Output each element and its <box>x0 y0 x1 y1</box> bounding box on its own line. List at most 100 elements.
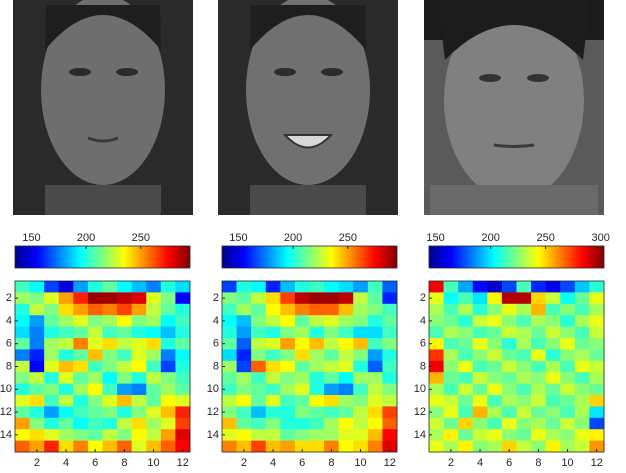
heatmap-cell <box>560 281 575 293</box>
heatmap-cell <box>546 372 561 384</box>
heatmap-cell <box>502 292 517 304</box>
heatmap-cell <box>502 349 517 361</box>
y-tick-label: 4 <box>6 315 12 327</box>
heatmap-cell <box>473 338 488 350</box>
heatmap-cell <box>575 349 590 361</box>
heatmap-cell <box>560 406 575 418</box>
heatmap-cell <box>560 304 575 316</box>
y-tick-label: 4 <box>420 315 426 327</box>
heatmap-cell <box>280 384 295 396</box>
heatmap-cell <box>161 441 176 453</box>
heatmap-cell <box>310 406 325 418</box>
heatmap-cell <box>560 315 575 327</box>
heatmap-cell <box>310 384 325 396</box>
heatmap-cell <box>132 384 147 396</box>
colorbar-tick-label: 150 <box>229 232 247 244</box>
heatmap-cell <box>324 406 339 418</box>
x-tick-label: 6 <box>299 457 305 469</box>
heatmap-cell <box>59 395 74 407</box>
heatmap-cell <box>251 441 266 453</box>
heatmap-cell <box>266 361 281 373</box>
y-tick-label: 2 <box>6 292 12 304</box>
heatmap-cell <box>88 292 103 304</box>
heatmap-cell <box>546 384 561 396</box>
heatmap-cell <box>237 372 252 384</box>
heatmap-cell <box>237 429 252 441</box>
heatmap-cell <box>146 304 161 316</box>
heatmap-cell <box>251 361 266 373</box>
heatmap-cell <box>339 327 354 339</box>
heatmap-cell <box>161 338 176 350</box>
heatmap-cell <box>280 349 295 361</box>
heatmap-cell <box>473 315 488 327</box>
x-tick-label: 4 <box>63 457 69 469</box>
y-tick-label: 12 <box>0 406 12 418</box>
heatmap-cell <box>458 418 473 430</box>
heatmap-cell <box>295 429 310 441</box>
heatmap-cell <box>353 327 368 339</box>
heatmap-cell <box>575 406 590 418</box>
heatmap-cell <box>310 429 325 441</box>
heatmap-cell <box>237 384 252 396</box>
heatmap-cell <box>15 372 30 384</box>
heatmap-cell <box>353 372 368 384</box>
heatmap-cell <box>368 429 383 441</box>
heatmap-cell <box>88 349 103 361</box>
heatmap-cell <box>88 338 103 350</box>
heatmap-cell <box>132 349 147 361</box>
heatmap-cell <box>146 361 161 373</box>
heatmap-cell <box>146 338 161 350</box>
figure: 1502002502468101224681012141502002502468… <box>0 0 626 473</box>
heatmap-cell <box>266 418 281 430</box>
heatmap-cell <box>589 384 604 396</box>
heatmap-cell <box>444 292 459 304</box>
heatmap-cell <box>175 418 190 430</box>
heatmap-cell <box>222 281 237 293</box>
heatmap-cell <box>546 349 561 361</box>
heatmap-cell <box>161 418 176 430</box>
heatmap-cell <box>103 395 118 407</box>
colorbar-tick-label: 250 <box>536 232 554 244</box>
heatmap-cell <box>444 395 459 407</box>
heatmap-cell <box>560 327 575 339</box>
heatmap-cell <box>589 361 604 373</box>
heatmap-cell <box>175 304 190 316</box>
heatmap-cell <box>251 292 266 304</box>
heatmap-cell <box>132 292 147 304</box>
heatmap-cell <box>237 315 252 327</box>
heatmap-cell <box>310 338 325 350</box>
heatmap-cell <box>132 372 147 384</box>
colorbar-tick-label: 250 <box>132 232 150 244</box>
heatmap-cell <box>103 441 118 453</box>
heatmap-cell <box>589 349 604 361</box>
heatmap-cell <box>103 304 118 316</box>
x-tick-label: 8 <box>121 457 127 469</box>
heatmap-cell <box>88 281 103 293</box>
heatmap-cell <box>280 315 295 327</box>
heatmap-cell <box>44 406 59 418</box>
heatmap-cell <box>30 395 45 407</box>
heatmap-cell <box>517 304 532 316</box>
heatmap-cell <box>560 429 575 441</box>
heatmap-cell <box>429 327 444 339</box>
heatmap-cell <box>444 406 459 418</box>
heatmap-cell <box>444 304 459 316</box>
heatmap-cell <box>44 418 59 430</box>
heatmap-cell <box>502 338 517 350</box>
heatmap-cell <box>161 384 176 396</box>
heatmap-cell <box>517 384 532 396</box>
heatmap-cell <box>266 406 281 418</box>
heatmap-cell <box>73 338 88 350</box>
heatmap-cell <box>368 372 383 384</box>
heatmap-cell <box>44 327 59 339</box>
heatmap-cell <box>175 361 190 373</box>
heatmap-cell <box>487 372 502 384</box>
heatmap-cell <box>368 441 383 453</box>
heatmap-cell <box>517 361 532 373</box>
heatmap-cell <box>280 406 295 418</box>
heatmap-cell <box>146 418 161 430</box>
heatmap-cell <box>382 349 397 361</box>
heatmap-cell <box>132 418 147 430</box>
heatmap-cell <box>353 395 368 407</box>
heatmap-cell <box>517 338 532 350</box>
